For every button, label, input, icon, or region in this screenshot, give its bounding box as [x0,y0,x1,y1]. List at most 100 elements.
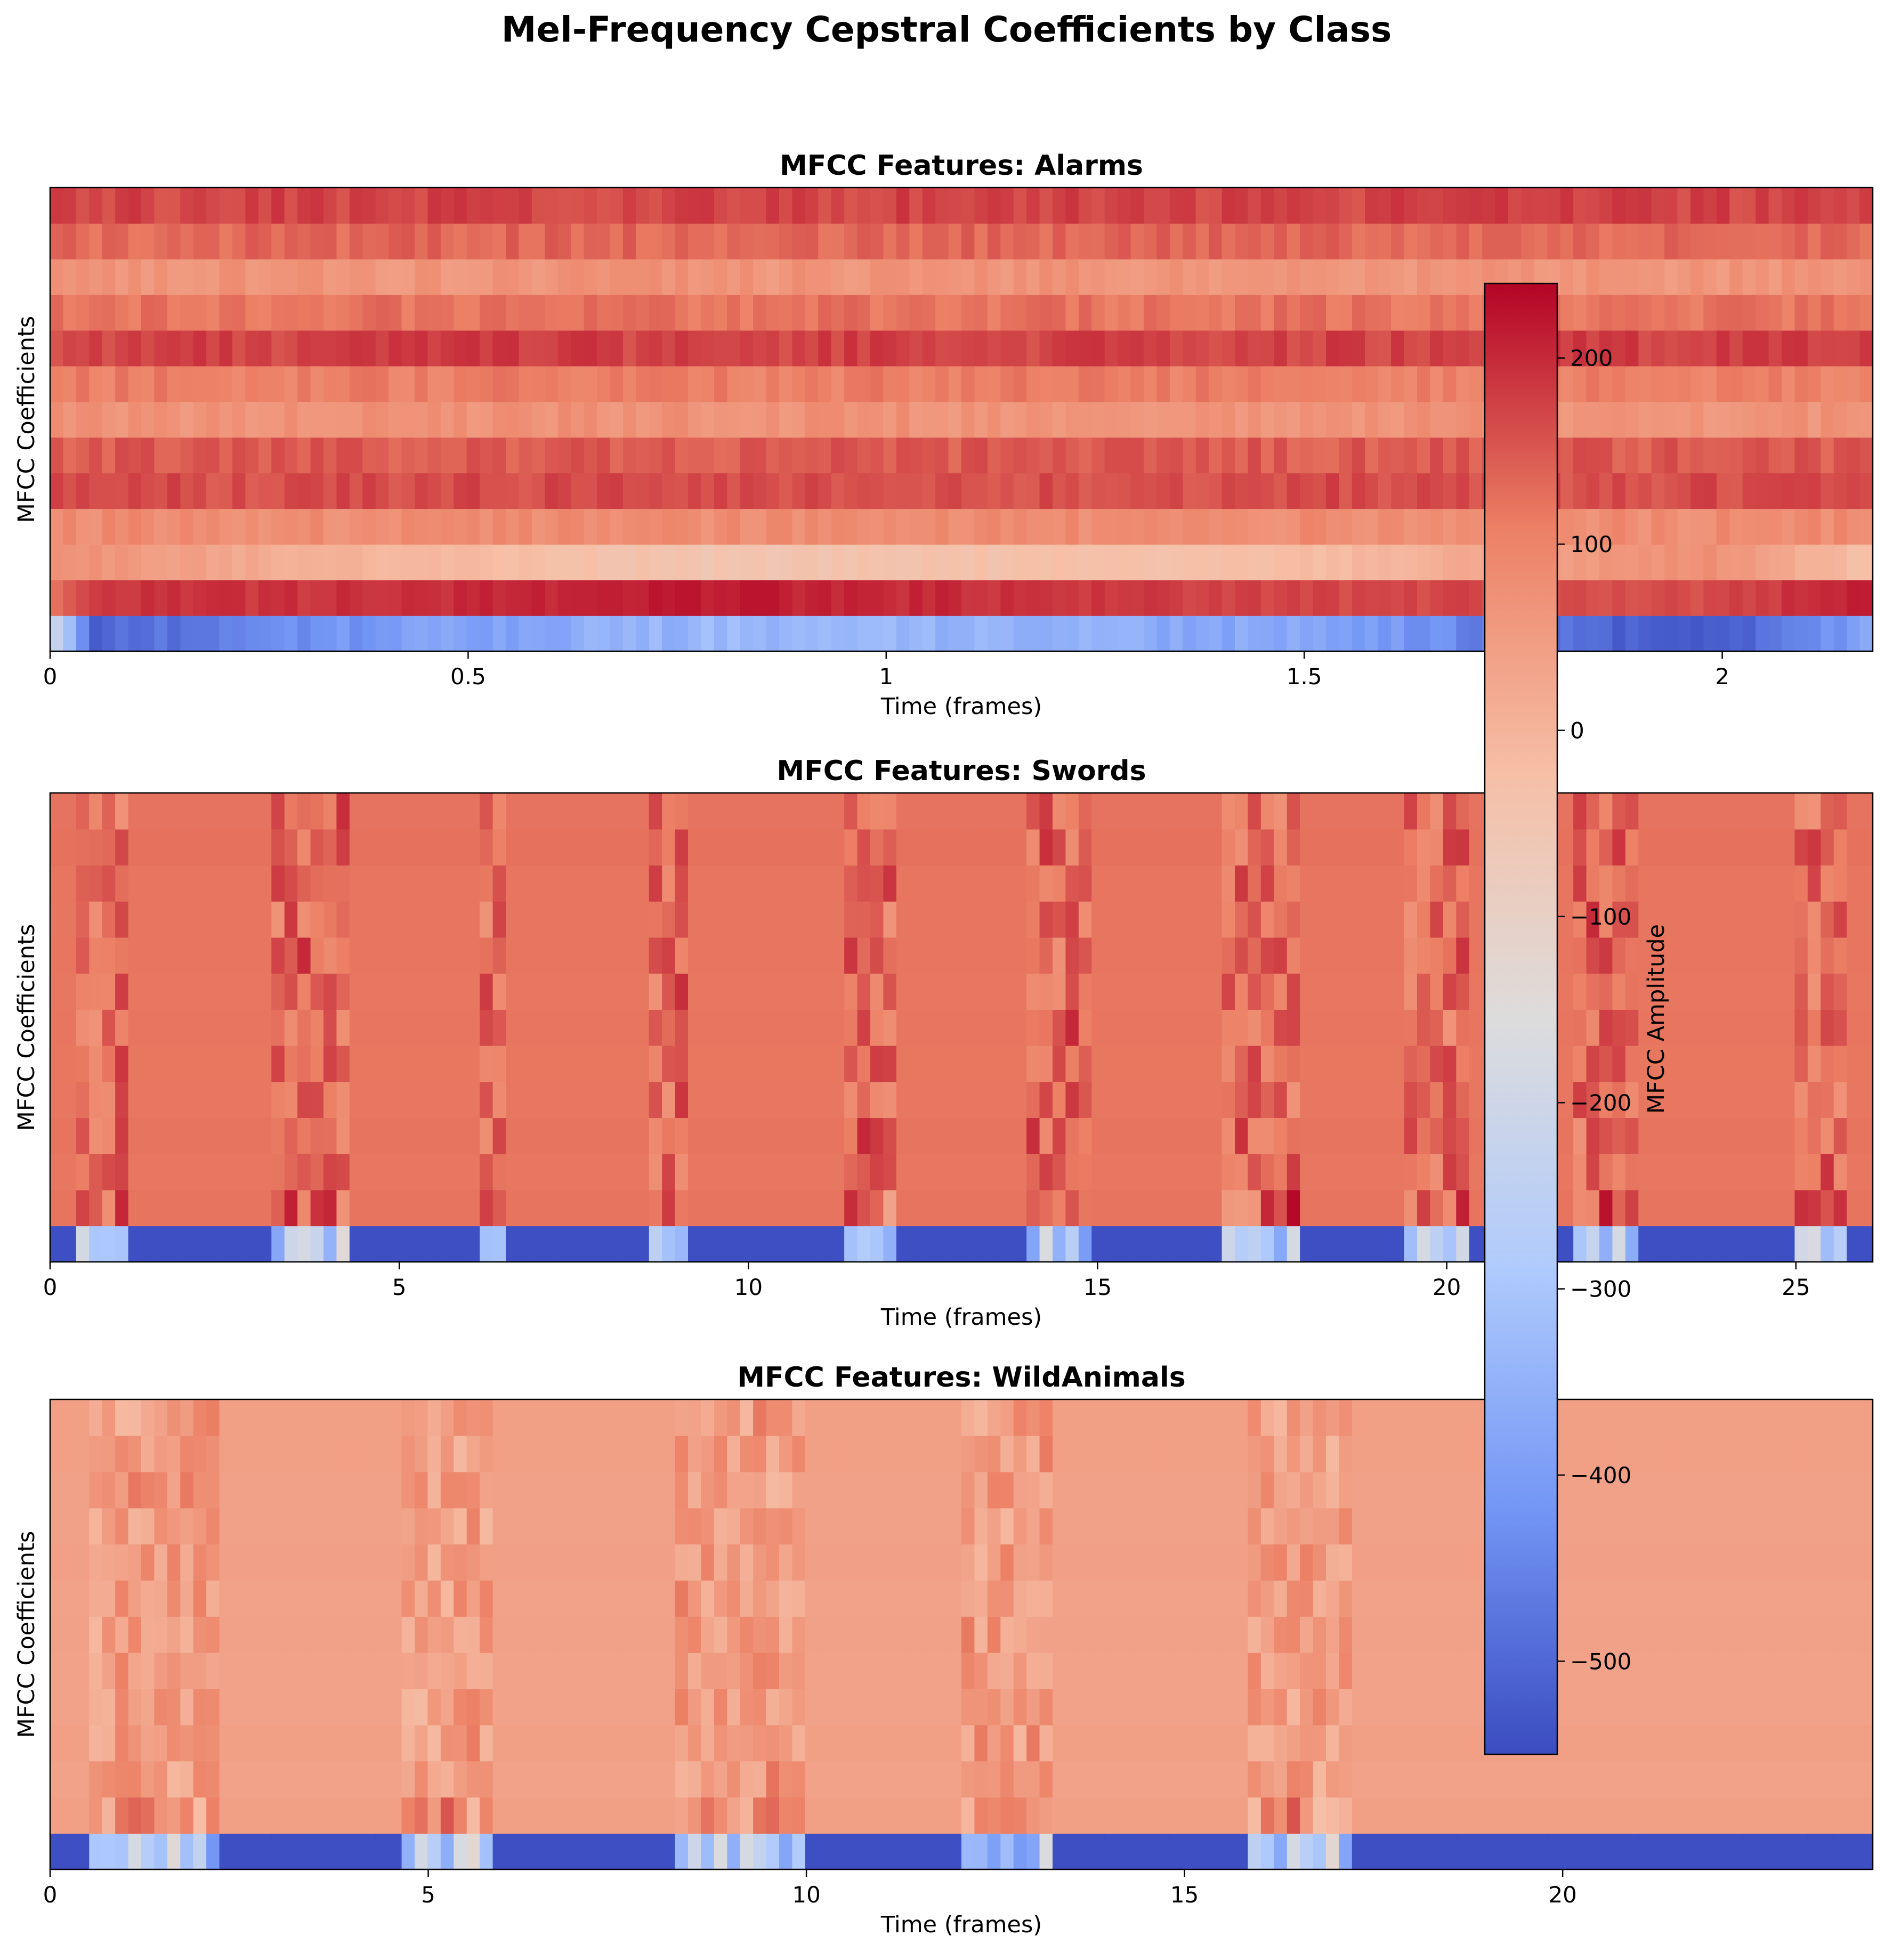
heatmap-cell [531,901,546,938]
heatmap-cell [961,865,975,902]
heatmap-cell [935,1435,949,1472]
heatmap-cell [1078,294,1093,331]
heatmap-cell [701,1153,715,1190]
heatmap-cell [492,937,506,974]
heatmap-cell [1404,865,1418,902]
heatmap-cell [766,1226,780,1262]
heatmap-cell [1703,1117,1717,1154]
heatmap-cell [805,1189,819,1227]
heatmap-cell [1156,366,1170,402]
heatmap-cell [1508,188,1522,224]
heatmap-cell [922,294,936,331]
heatmap-cell [1404,1009,1418,1046]
heatmap-cell [974,188,988,224]
heatmap-cell [1274,901,1288,938]
heatmap-cell [870,188,884,224]
heatmap-cell [1404,1045,1418,1082]
heatmap-cell [1847,937,1860,974]
heatmap-cell [714,829,728,866]
heatmap-cell [206,1724,220,1762]
heatmap-cell [922,793,936,830]
heatmap-cell [1469,901,1483,938]
heatmap-cell [1794,1081,1808,1119]
heatmap-cell [662,1117,676,1154]
heatmap-cell [232,258,246,295]
heatmap-cell [1104,1724,1118,1762]
heatmap-cell [909,580,923,616]
heatmap-cell [245,901,259,938]
heatmap-cell [154,330,168,367]
heatmap-cell [1091,1580,1105,1617]
heatmap-cell [909,258,923,295]
heatmap-cell [1534,188,1548,224]
heatmap-cell [597,1117,611,1154]
heatmap-cell [675,1580,689,1617]
heatmap-cell [89,294,103,331]
heatmap-cell [336,1508,350,1545]
heatmap-cell [584,330,597,367]
heatmap-cell [63,615,77,652]
heatmap-cell [1065,1435,1079,1472]
heatmap-cell [1026,973,1040,1010]
heatmap-cell [415,865,428,902]
heatmap-cell [1183,865,1196,902]
heatmap-cell [792,829,806,866]
heatmap-cell [1118,1761,1131,1798]
heatmap-cell [323,973,337,1010]
heatmap-cell [1078,1009,1093,1046]
heatmap-cell [557,437,571,474]
heatmap-cell [102,615,116,652]
heatmap-cell [375,829,389,866]
heatmap-cell [818,1399,832,1436]
heatmap-cell [622,580,637,616]
heatmap-cell [389,865,402,902]
heatmap-cell [727,1761,741,1798]
heatmap-cell [1287,615,1300,652]
heatmap-cell [610,1153,624,1190]
heatmap-cell [792,1226,806,1262]
heatmap-cell [506,437,520,474]
heatmap-cell [466,1797,480,1834]
heatmap-cell [1756,330,1769,367]
heatmap-cell [1378,1009,1392,1046]
heatmap-cell [779,580,793,616]
heatmap-cell [987,508,1001,545]
heatmap-cell [440,401,455,438]
heatmap-cell [50,473,64,509]
heatmap-cell [401,1797,415,1834]
heatmap-cell [753,437,767,474]
heatmap-cell [948,793,962,830]
heatmap-cell [1677,973,1691,1010]
heatmap-cell [1248,580,1261,616]
heatmap-cell [1847,1226,1860,1262]
heatmap-cell [193,1117,207,1154]
heatmap-cell [1026,258,1040,295]
heatmap-cell [50,437,64,474]
heatmap-cell [961,1117,975,1154]
heatmap-cell [440,1226,455,1262]
heatmap-cell [1677,330,1691,367]
heatmap-cell [1456,615,1470,652]
heatmap-cell [1000,294,1014,331]
heatmap-cell [1378,1045,1392,1082]
heatmap-cell [1716,1117,1730,1154]
heatmap-cell [1287,1045,1300,1082]
heatmap-cell [1703,615,1717,652]
heatmap-cell [89,829,103,866]
heatmap-cell [1703,508,1717,545]
heatmap-cell [622,544,637,580]
heatmap-cell [258,294,272,331]
heatmap-cell [935,1797,949,1834]
heatmap-cell [506,1435,520,1472]
heatmap-cell [844,865,858,902]
heatmap-cell [1690,330,1704,367]
heatmap-cell [1313,1761,1326,1798]
heatmap-cell [1599,829,1613,866]
heatmap-cell [935,1833,949,1870]
heatmap-cell [180,1045,194,1082]
heatmap-cell [154,615,168,652]
heatmap-cell [466,1652,480,1689]
heatmap-cell [362,615,376,652]
heatmap-cell [349,330,363,367]
